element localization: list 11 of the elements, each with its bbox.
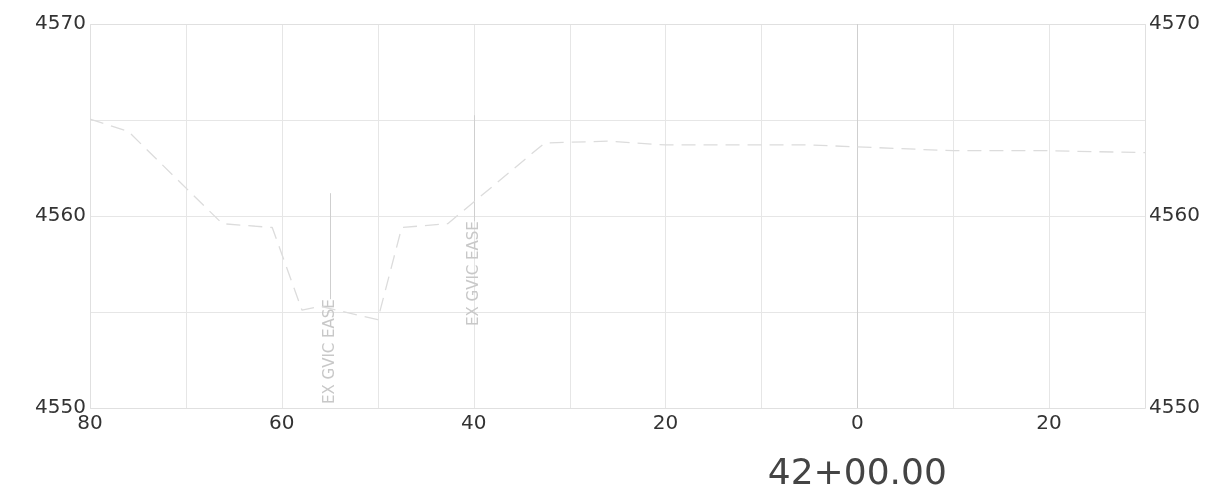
x-tick-label: 20 xyxy=(652,410,679,435)
x-tick-label: 20 xyxy=(1036,410,1062,435)
y2-tick-label: 4570 xyxy=(1149,10,1200,35)
y-tick-label: 4570 xyxy=(35,10,86,35)
y-tick-label: 4560 xyxy=(35,202,86,227)
x-tick-label: 0 xyxy=(850,410,864,435)
x-tick-label: 60 xyxy=(269,410,295,435)
y2-tick-label: 4550 xyxy=(1149,394,1200,419)
y2-tick-label: 4560 xyxy=(1149,202,1200,227)
x-axis-title: 42+00.00 xyxy=(767,451,947,489)
x-tick-label: 40 xyxy=(460,410,487,435)
